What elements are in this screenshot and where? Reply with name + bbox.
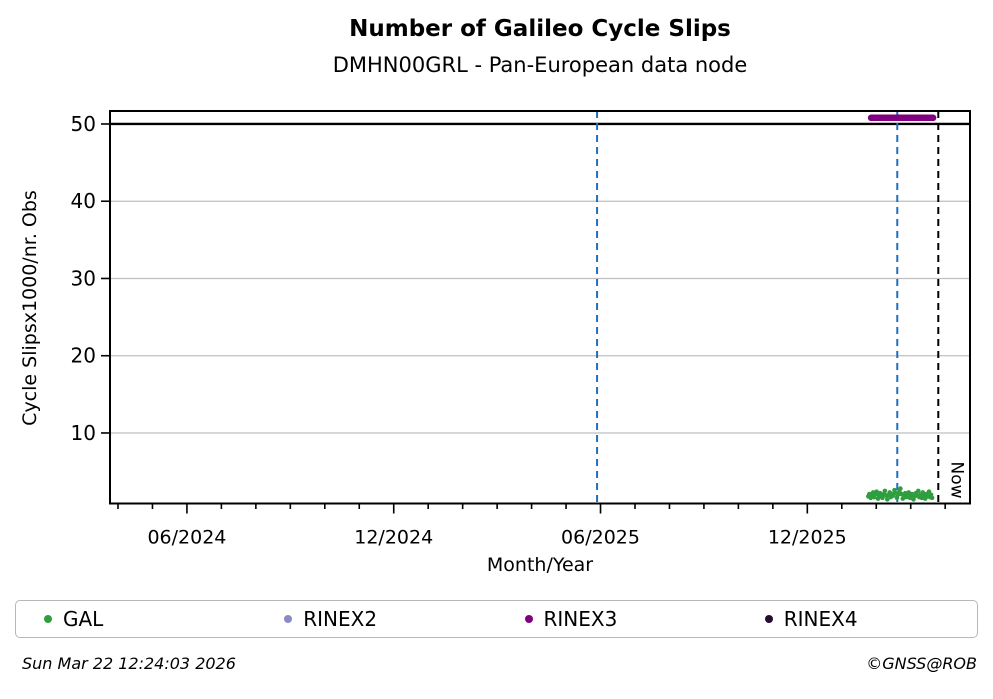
gal-dot-icon [44,615,52,623]
chart-header: Number of Galileo Cycle Slips DMHN00GRL … [110,16,970,77]
gal-point [884,497,890,502]
legend-item-rinex4: RINEX4 [737,607,977,631]
rinex4-dot-icon [764,615,773,623]
plot-timestamp: Sun Mar 22 12:24:03 2026 [22,654,236,673]
y-tick-label: 50 [71,112,96,136]
legend-item-rinex2: RINEX2 [256,607,496,631]
legend-item-gal: GAL [16,607,256,631]
copyright-text: ©GNSS@ROB [866,654,977,673]
chart-legend: GAL RINEX2 RINEX3 RINEX4 [15,600,978,638]
legend-label-gal: GAL [63,607,104,631]
rinex3-dot-icon [524,615,533,623]
legend-label-rinex4: RINEX4 [783,607,858,631]
y-tick-label: 10 [71,421,96,445]
plot-frame [109,110,971,505]
legend-item-rinex3: RINEX3 [497,607,737,631]
gal-point [882,488,888,494]
x-tick-label: 06/2025 [561,527,640,549]
chart-title: Number of Galileo Cycle Slips [349,16,731,42]
gal-point [906,490,911,495]
x-tick-label: 06/2024 [147,527,226,549]
y-tick-label: 30 [71,266,96,290]
x-axis-label: Month/Year [486,554,594,576]
now-label: Now [946,461,966,498]
gal-point [916,488,921,494]
rinex2-dot-icon [284,615,293,623]
y-tick-label: 20 [71,344,96,368]
gal-point [898,486,903,491]
gal-point [929,495,935,501]
chart-subtitle: DMHN00GRL - Pan-European data node [332,52,748,77]
y-tick-label: 40 [71,189,96,213]
legend-label-rinex2: RINEX2 [303,607,378,631]
x-tick-label: 12/2024 [354,527,433,549]
gal-point [874,489,879,494]
x-tick-label: 12/2025 [768,527,847,549]
legend-label-rinex3: RINEX3 [543,607,618,631]
gal-point [880,495,885,501]
